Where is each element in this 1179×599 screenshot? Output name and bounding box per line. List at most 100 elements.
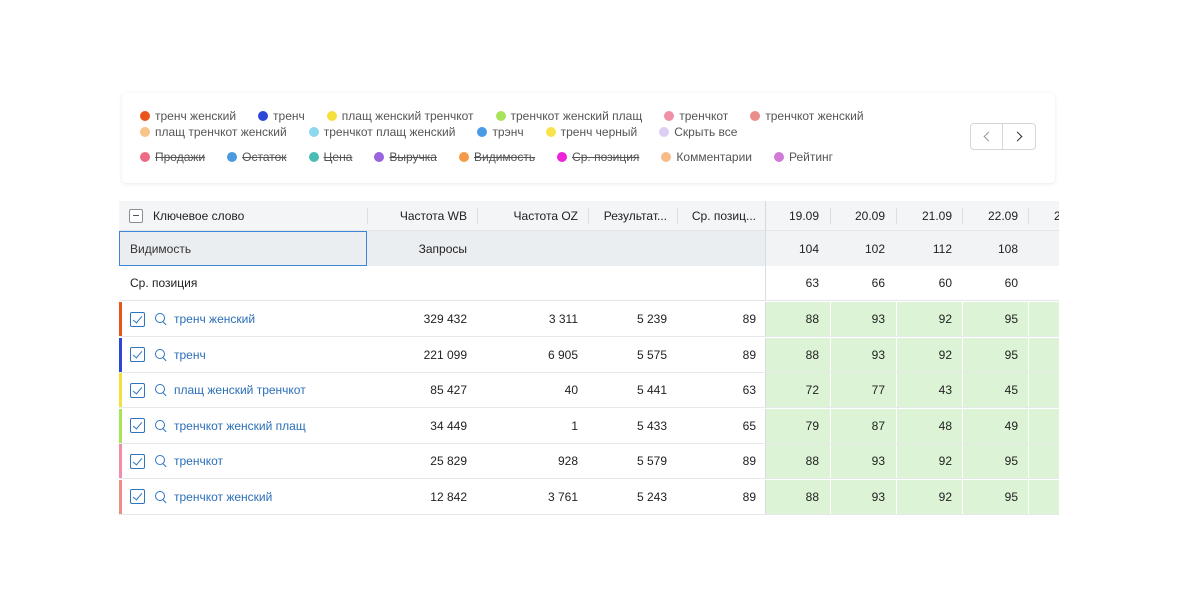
frozen-columns-divider bbox=[765, 201, 766, 231]
day-position-cell: 95 bbox=[1004, 312, 1018, 326]
results-cell: 5 441 bbox=[636, 383, 667, 397]
search-icon[interactable] bbox=[154, 454, 168, 468]
table-row[interactable]: тренч 221 099 6 905 5 575 89 88 93 92 95 bbox=[119, 337, 1059, 373]
freq-oz-column-header[interactable]: Частота OZ bbox=[513, 208, 578, 223]
visibility-value: 112 bbox=[932, 241, 952, 256]
day-position-cell: 93 bbox=[871, 312, 885, 326]
row-checkbox[interactable] bbox=[130, 347, 145, 362]
avg-position-column-header[interactable]: Ср. позиц... bbox=[691, 208, 756, 223]
date-column-header[interactable]: 22.09 bbox=[987, 208, 1018, 223]
table-row[interactable]: тренчкот женский 12 842 3 761 5 243 89 8… bbox=[119, 479, 1059, 515]
column-divider[interactable] bbox=[677, 208, 678, 224]
legend-label: Скрыть все bbox=[674, 125, 738, 139]
freq-wb-cell: 221 099 bbox=[423, 347, 467, 362]
table-row[interactable]: тренчкот 25 829 928 5 579 89 88 93 92 95 bbox=[119, 444, 1059, 479]
legend-label: плащ женский тренчкот bbox=[341, 109, 474, 123]
column-divider[interactable] bbox=[1028, 208, 1029, 224]
legend-item[interactable]: Цена bbox=[308, 150, 353, 164]
search-icon[interactable] bbox=[154, 312, 168, 326]
legend-item[interactable]: тренчкот bbox=[664, 109, 728, 123]
date-column-header[interactable]: 2 bbox=[1054, 208, 1059, 223]
search-icon[interactable] bbox=[154, 490, 168, 504]
cell-divider bbox=[830, 302, 831, 336]
legend-color-dot bbox=[258, 111, 269, 121]
legend-color-dot bbox=[774, 152, 784, 162]
legend-item[interactable]: тренчкот плащ женский bbox=[308, 125, 455, 139]
keyword-color-bar bbox=[119, 479, 122, 514]
cell-divider bbox=[962, 373, 963, 407]
table-row[interactable]: тренч женский 329 432 3 311 5 239 89 88 … bbox=[119, 302, 1059, 337]
legend-item[interactable]: тренчкот женский bbox=[750, 109, 864, 123]
prev-page-button[interactable] bbox=[970, 123, 1003, 150]
cell-divider bbox=[1028, 302, 1029, 336]
row-checkbox[interactable] bbox=[130, 418, 145, 433]
legend-item[interactable]: трэнч bbox=[477, 125, 524, 139]
freq-oz-cell: 928 bbox=[557, 454, 578, 468]
next-page-button[interactable] bbox=[1003, 123, 1036, 150]
row-checkbox[interactable] bbox=[130, 489, 145, 504]
legend-label: Цена bbox=[323, 150, 353, 164]
day-position-cell: 88 bbox=[805, 312, 819, 326]
table-row[interactable]: тренчкот женский плащ 34 449 1 5 433 65 … bbox=[119, 408, 1059, 444]
legend-item[interactable]: Выручка bbox=[374, 150, 437, 164]
date-column-header[interactable]: 21.09 bbox=[921, 208, 952, 223]
search-icon[interactable] bbox=[154, 383, 168, 397]
legend-label: Видимость bbox=[473, 150, 536, 164]
column-divider[interactable] bbox=[367, 208, 368, 224]
table-row[interactable]: плащ женский тренчкот 85 427 40 5 441 63… bbox=[119, 373, 1059, 408]
legend-item[interactable]: плащ женский тренчкот bbox=[326, 109, 474, 123]
column-divider[interactable] bbox=[588, 208, 589, 224]
cell-divider bbox=[962, 302, 963, 336]
column-divider[interactable] bbox=[830, 208, 831, 224]
legend-item[interactable]: Остаток bbox=[227, 150, 287, 164]
cell-divider bbox=[830, 479, 831, 514]
date-column-header[interactable]: 19.09 bbox=[788, 208, 819, 223]
day-position-cell: 95 bbox=[1004, 454, 1018, 468]
legend-item[interactable]: Комментарии bbox=[661, 150, 752, 164]
search-icon[interactable] bbox=[154, 348, 168, 362]
legend-item[interactable]: Продажи bbox=[140, 150, 205, 164]
freq-oz-cell: 3 311 bbox=[548, 312, 578, 326]
avg-position-cell: 89 bbox=[742, 312, 756, 326]
keyword-column-header[interactable]: Ключевое слово bbox=[129, 201, 369, 230]
legend-item[interactable]: плащ тренчкот женский bbox=[140, 125, 287, 139]
keyword-link[interactable]: тренч женский bbox=[174, 312, 256, 326]
row-checkbox[interactable] bbox=[130, 311, 145, 327]
results-column-header[interactable]: Результат... bbox=[603, 208, 667, 223]
cell-divider bbox=[830, 444, 831, 478]
column-divider[interactable] bbox=[896, 208, 897, 224]
legend-item[interactable]: тренчкот женский плащ bbox=[495, 109, 642, 123]
date-column-header[interactable]: 20.09 bbox=[854, 208, 885, 223]
row-checkbox[interactable] bbox=[130, 382, 145, 398]
legend-item[interactable]: тренч черный bbox=[545, 125, 638, 139]
keyword-link[interactable]: тренч bbox=[174, 347, 206, 362]
cell-divider bbox=[962, 408, 963, 443]
keyword-link[interactable]: тренчкот женский bbox=[174, 489, 273, 504]
legend-item[interactable]: Скрыть все bbox=[659, 125, 737, 139]
frozen-columns-divider bbox=[765, 479, 766, 514]
legend-item[interactable]: Рейтинг bbox=[774, 150, 833, 164]
position-heat-area bbox=[766, 337, 1059, 372]
keyword-link[interactable]: плащ женский тренчкот bbox=[174, 383, 306, 397]
legend-label: Комментарии bbox=[676, 150, 752, 164]
visibility-cell-selected[interactable]: Видимость bbox=[119, 231, 367, 266]
search-icon[interactable] bbox=[154, 419, 168, 433]
keyword-link[interactable]: тренчкот bbox=[174, 454, 224, 468]
legend-item[interactable]: тренч женский bbox=[140, 109, 236, 123]
legend-item[interactable]: тренч bbox=[258, 109, 305, 123]
freq-wb-column-header[interactable]: Частота WB bbox=[399, 208, 467, 223]
column-divider[interactable] bbox=[477, 208, 478, 224]
position-heat-area bbox=[766, 373, 1059, 407]
legend-item[interactable]: Видимость bbox=[458, 150, 536, 164]
legend-item[interactable]: Ср. позиция bbox=[557, 150, 639, 164]
day-position-cell: 92 bbox=[938, 347, 952, 362]
keyword-link[interactable]: тренчкот женский плащ bbox=[174, 418, 306, 433]
avg-position-cell: 63 bbox=[742, 383, 756, 397]
legend-label: тренч черный bbox=[560, 125, 638, 139]
keyword-color-bar bbox=[119, 408, 122, 443]
legend-label: трэнч bbox=[492, 125, 524, 139]
row-checkbox[interactable] bbox=[130, 453, 145, 469]
select-all-checkbox[interactable] bbox=[129, 208, 143, 223]
column-divider[interactable] bbox=[962, 208, 963, 224]
legend-color-dot bbox=[308, 127, 319, 137]
